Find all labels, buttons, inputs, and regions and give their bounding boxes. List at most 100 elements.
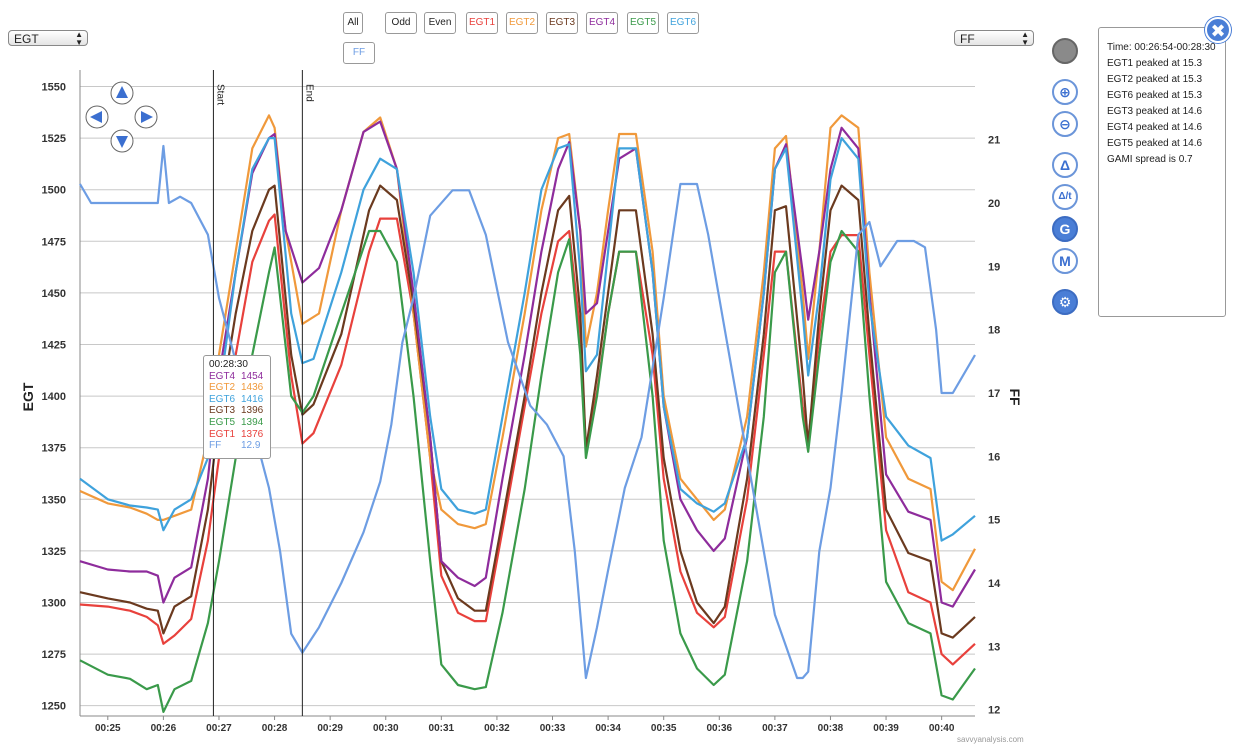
tooltip-row: EGT3 1396 xyxy=(209,405,265,417)
x-tick-label: 00:34 xyxy=(595,723,621,734)
tooltip-row: FF 12.9 xyxy=(209,440,265,452)
axes: 1250 1275 1300 1325 1350 1375 1400 1425 1450 1475… xyxy=(42,70,1001,734)
y-tick-label: 1425 xyxy=(42,339,66,351)
tooltip-row: EGT4 1454 xyxy=(209,371,265,383)
y2-tick-label: 20 xyxy=(988,198,1000,210)
tooltip-series-value: 1396 xyxy=(241,405,264,417)
tooltip-series-label: FF xyxy=(209,440,222,452)
series-button-egt2[interactable]: EGT2 xyxy=(506,12,538,34)
series-line-egt5 xyxy=(79,229,976,714)
y2-tick-label: 21 xyxy=(988,135,1000,147)
x-tick-label: 00:25 xyxy=(95,723,121,734)
y2-tick-label: 12 xyxy=(988,705,1000,717)
y-tick-label: 1400 xyxy=(42,391,66,403)
hover-tooltip: 00:28:30 EGT4 1454 EGT2 1436 EGT6 1416 EGT3 139… xyxy=(203,355,271,459)
info-line: EGT2 peaked at 15.3 xyxy=(1107,74,1203,85)
delta-icon[interactable]: Δ xyxy=(1052,152,1078,178)
x-tick-label: 00:35 xyxy=(651,723,677,734)
right-axis-select-value: FF xyxy=(960,32,975,46)
series-line-egt1 xyxy=(79,213,976,666)
right-axis-select[interactable]: FF ▲ ▼ xyxy=(954,30,1034,47)
x-tick-label: 00:39 xyxy=(873,723,899,734)
x-tick-label: 00:27 xyxy=(206,723,232,734)
y2-tick-label: 19 xyxy=(988,261,1000,273)
y2-axis-label: FF xyxy=(1007,388,1023,406)
series-button-even[interactable]: Even xyxy=(424,12,456,34)
x-tick-label: 00:36 xyxy=(706,723,732,734)
y2-tick-label: 18 xyxy=(988,325,1000,337)
x-tick-label: 00:31 xyxy=(429,723,455,734)
y2-tick-label: 15 xyxy=(988,515,1000,527)
x-tick-label: 00:30 xyxy=(373,723,399,734)
tooltip-row: EGT2 1436 xyxy=(209,382,265,394)
select-arrows-icon: ▲ ▼ xyxy=(1021,30,1029,47)
tooltip-series-label: EGT3 xyxy=(209,405,236,417)
zoom-out-icon[interactable]: ⊖ xyxy=(1052,111,1078,137)
y-tick-label: 1450 xyxy=(42,288,66,300)
y-tick-label: 1250 xyxy=(42,701,66,713)
delta-t-icon[interactable]: Δ/t xyxy=(1052,184,1078,210)
y2-tick-label: 16 xyxy=(988,451,1000,463)
marker-label-end: End xyxy=(303,84,314,102)
series-button-egt4[interactable]: EGT4 xyxy=(586,12,618,34)
tooltip-series-value: 1376 xyxy=(241,428,264,440)
y-tick-label: 1475 xyxy=(42,236,66,248)
series-line-egt3 xyxy=(79,184,976,639)
gami-info-panel: Time: 00:26:54-00:28:30 EGT1 peaked at 1… xyxy=(1098,27,1226,317)
y-tick-label: 1525 xyxy=(42,133,66,145)
left-axis-select[interactable]: EGT ▲ ▼ xyxy=(8,30,88,47)
y-tick-label: 1500 xyxy=(42,185,66,197)
tooltip-series-label: EGT5 xyxy=(209,416,236,428)
info-line: GAMI spread is 0.7 xyxy=(1107,154,1193,165)
tooltip-series-value: 1454 xyxy=(241,370,264,382)
marker-label-start: Start xyxy=(214,84,225,105)
tooltip-row: EGT1 1376 xyxy=(209,429,265,441)
x-tick-label: 00:26 xyxy=(151,723,177,734)
tooltip-row: EGT5 1394 xyxy=(209,417,265,429)
x-tick-label: 00:28 xyxy=(262,723,288,734)
y2-tick-label: 17 xyxy=(988,388,1000,400)
close-icon[interactable]: ✖ xyxy=(1205,17,1231,43)
series-line-egt6 xyxy=(79,137,976,542)
series-button-egt6[interactable]: EGT6 xyxy=(667,12,699,34)
markers-icon[interactable]: M xyxy=(1052,248,1078,274)
y-axis-label: EGT xyxy=(20,382,36,411)
tooltip-series-value: 1436 xyxy=(241,382,264,394)
x-tick-label: 00:37 xyxy=(762,723,788,734)
y-tick-label: 1375 xyxy=(42,443,66,455)
y2-tick-label: 13 xyxy=(988,641,1000,653)
site-credit: savvyanalysis.com xyxy=(957,735,1024,744)
x-tick-label: 00:40 xyxy=(929,723,955,734)
engine-icon[interactable] xyxy=(1052,38,1078,64)
tooltip-series-value: 12.9 xyxy=(241,440,261,452)
y-tick-label: 1350 xyxy=(42,494,66,506)
info-line: EGT6 peaked at 15.3 xyxy=(1107,90,1203,101)
series-button-ff[interactable]: FF xyxy=(343,42,375,64)
x-tick-label: 00:38 xyxy=(818,723,844,734)
tooltip-series-label: EGT6 xyxy=(209,393,236,405)
series-button-egt3[interactable]: EGT3 xyxy=(546,12,578,34)
series-button-egt5[interactable]: EGT5 xyxy=(627,12,659,34)
tooltip-series-label: EGT1 xyxy=(209,428,236,440)
x-tick-label: 00:29 xyxy=(317,723,343,734)
y-tick-label: 1325 xyxy=(42,546,66,558)
tooltip-row: EGT6 1416 xyxy=(209,394,265,406)
y-tick-label: 1275 xyxy=(42,649,66,661)
info-line: Time: 00:26:54-00:28:30 xyxy=(1107,42,1216,53)
series-button-egt1[interactable]: EGT1 xyxy=(466,12,498,34)
info-line: EGT3 peaked at 14.6 xyxy=(1107,106,1203,117)
tooltip-time: 00:28:30 xyxy=(209,359,248,370)
tooltip-series-value: 1394 xyxy=(241,416,264,428)
zoom-in-icon[interactable]: ⊕ xyxy=(1052,79,1078,105)
select-arrows-icon: ▲ ▼ xyxy=(75,30,83,47)
x-tick-label: 00:33 xyxy=(540,723,566,734)
y2-tick-label: 14 xyxy=(988,578,1001,590)
series-button-odd[interactable]: Odd xyxy=(385,12,417,34)
pan-control xyxy=(85,81,158,153)
series-button-all[interactable]: All xyxy=(343,12,363,34)
gami-icon[interactable]: G xyxy=(1052,216,1078,242)
tooltip-series-label: EGT4 xyxy=(209,370,236,382)
settings-icon[interactable]: ⚙ xyxy=(1052,289,1078,315)
info-line: EGT4 peaked at 14.6 xyxy=(1107,122,1203,133)
